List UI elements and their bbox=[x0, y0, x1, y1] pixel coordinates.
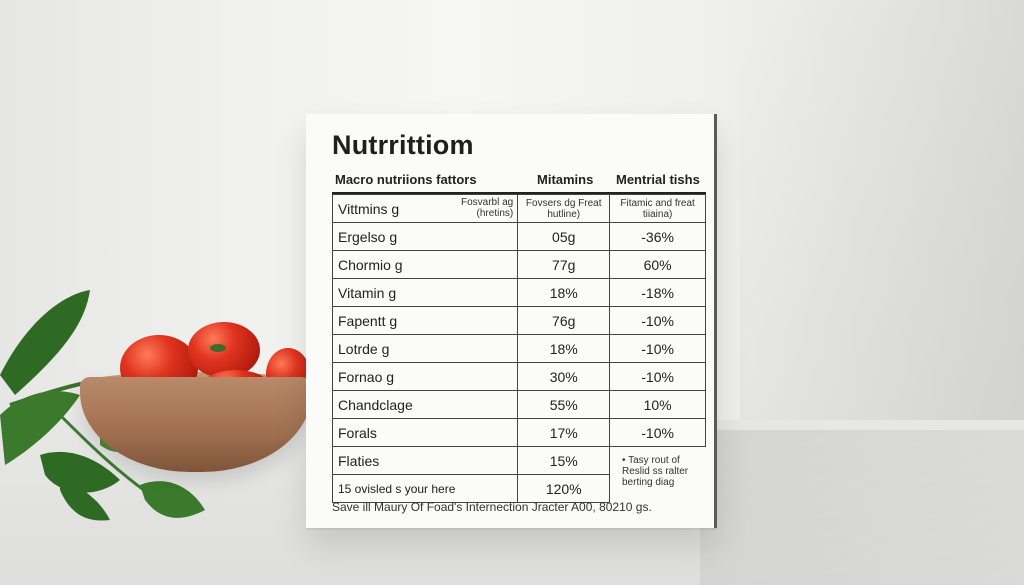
row-value-3: -10% bbox=[609, 306, 706, 335]
header-mineral: Mentrial tishs bbox=[616, 172, 700, 187]
counter-shadow bbox=[700, 430, 1024, 585]
subheader-note: Fosvarbl ag (hretins) bbox=[460, 197, 514, 219]
row-value-3: 10% bbox=[609, 390, 706, 419]
row-label: Fapentt g bbox=[331, 306, 519, 335]
row-value-2: 17% bbox=[517, 418, 611, 447]
row-label: 15 ovisled s your here bbox=[331, 474, 519, 503]
row-label: Lotrde g bbox=[331, 334, 519, 363]
table-row: Chormio g 77g 60% bbox=[331, 250, 706, 279]
tomato-stem bbox=[210, 344, 226, 352]
card-footer: Save ill Maury Of Foad's Internection Jr… bbox=[332, 500, 652, 514]
nutrition-table: Vittmins g Fosvarbl ag (hretins) Fovsers… bbox=[331, 194, 706, 503]
row-value-2: 18% bbox=[517, 334, 611, 363]
table-row: Lotrde g 18% -10% bbox=[331, 334, 706, 363]
nutrition-card: Nutrrittiom Macro nutriions fattors Mita… bbox=[306, 114, 717, 528]
row-label: Flaties bbox=[331, 446, 519, 475]
row-label: Chormio g bbox=[331, 250, 519, 279]
row-value-3: -10% bbox=[609, 362, 706, 391]
subheader-label: Vittmins g bbox=[338, 200, 400, 217]
row-value-2: 77g bbox=[517, 250, 611, 279]
row-value-2: 55% bbox=[517, 390, 611, 419]
table-row: Chandclage 55% 10% bbox=[331, 390, 706, 419]
table-row: Forals 17% -10% bbox=[331, 418, 706, 447]
table-row: Flaties 15% bbox=[331, 446, 706, 475]
table-subheader-row: Vittmins g Fosvarbl ag (hretins) Fovsers… bbox=[331, 194, 706, 223]
row-label: Ergelso g bbox=[331, 222, 519, 251]
row-value-3: -36% bbox=[609, 222, 706, 251]
side-note: • Tasy rout of Reslid ss ralter berting … bbox=[622, 455, 689, 488]
table-row: Fapentt g 76g -10% bbox=[331, 306, 706, 335]
table-row: 15 ovisled s your here 120% bbox=[331, 474, 706, 503]
subheader-vitamins: Fovsers dg Freat hutline) bbox=[517, 194, 611, 223]
header-row: Macro nutriions fattors Mitamins Mentria… bbox=[332, 170, 706, 195]
row-value-2: 120% bbox=[517, 474, 611, 503]
subheader-cell: Vittmins g Fosvarbl ag (hretins) bbox=[331, 194, 519, 223]
row-value-3: -10% bbox=[609, 334, 706, 363]
wall-shadow bbox=[740, 0, 1024, 430]
row-value-2: 76g bbox=[517, 306, 611, 335]
row-value-2: 30% bbox=[517, 362, 611, 391]
header-macro: Macro nutriions fattors bbox=[335, 172, 477, 187]
row-value-3: -10% bbox=[609, 418, 706, 447]
header-vitamins: Mitamins bbox=[537, 172, 594, 187]
subheader-mineral: Fitamic and freat tiiaina) bbox=[609, 194, 706, 223]
table-row: Vitamin g 18% -18% bbox=[331, 278, 706, 307]
row-value-3: -18% bbox=[609, 278, 706, 307]
row-value-2: 15% bbox=[517, 446, 611, 475]
row-value-2: 18% bbox=[517, 278, 611, 307]
row-value-3: 60% bbox=[609, 250, 706, 279]
row-label: Forals bbox=[331, 418, 519, 447]
row-label: Chandclage bbox=[331, 390, 519, 419]
table-row: Fornao g 30% -10% bbox=[331, 362, 706, 391]
row-value-2: 05g bbox=[517, 222, 611, 251]
row-label: Vitamin g bbox=[331, 278, 519, 307]
card-title: Nutrrittiom bbox=[332, 130, 474, 160]
table-row: Ergelso g 05g -36% bbox=[331, 222, 706, 251]
row-label: Fornao g bbox=[331, 362, 519, 391]
